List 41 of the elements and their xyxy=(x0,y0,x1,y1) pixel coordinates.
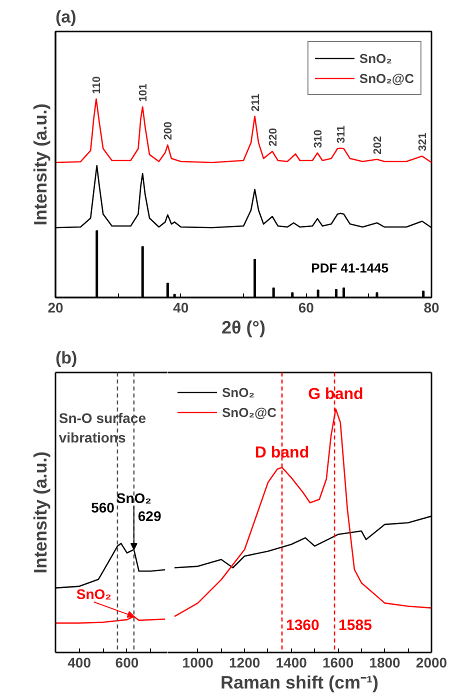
x-tick-label: 2000 xyxy=(416,654,448,670)
annotation: 220 xyxy=(267,128,280,146)
annotation: 200 xyxy=(162,122,175,140)
annotation: 311 xyxy=(336,125,348,144)
x-tick-label: 400 xyxy=(68,654,92,670)
x-tick-label: 1200 xyxy=(229,654,260,670)
x-tick-label: 60 xyxy=(298,300,314,316)
x-tick-label: 80 xyxy=(424,300,440,316)
x-tick-label: 1400 xyxy=(276,654,308,670)
x-tick-label: 600 xyxy=(115,654,139,670)
annotation: D band xyxy=(254,444,310,462)
legend-label: SnO₂@C xyxy=(359,70,414,86)
annotation: G band xyxy=(308,386,364,404)
x-tick-label: 1600 xyxy=(322,654,354,670)
annotation: 110 xyxy=(91,76,104,94)
y-axis-title: Intensity (a.u.) xyxy=(30,103,50,226)
legend-label: SnO₂@C xyxy=(222,404,277,420)
x-tick-label: 40 xyxy=(173,300,189,316)
chart-title: (b) xyxy=(56,348,78,368)
annotation: 101 xyxy=(138,84,150,102)
annotation: 202 xyxy=(372,136,384,154)
annotation: 321 xyxy=(417,132,430,152)
annotation: SnO₂ xyxy=(116,490,152,506)
ref-line-label: 1360 xyxy=(286,617,320,634)
y-axis-title: Intensity (a.u.) xyxy=(30,451,50,574)
x-axis-title: Raman shift (cm⁻¹) xyxy=(220,672,379,692)
x-tick-label: 1000 xyxy=(182,654,214,670)
ref-line-label: 1585 xyxy=(338,617,372,634)
x-tick-label: 20 xyxy=(48,300,64,316)
text: Sn-O surface vibrations xyxy=(58,410,146,446)
legend-label: SnO₂ xyxy=(359,50,392,66)
ref-line-label: 629 xyxy=(138,508,162,524)
x-tick-label: 1800 xyxy=(369,654,401,670)
legend-label: SnO₂ xyxy=(222,384,254,400)
chart-title: (a) xyxy=(56,8,76,26)
x-axis-title: 2θ (°) xyxy=(222,318,266,338)
ref-line-label: 560 xyxy=(91,500,115,516)
series-label: PDF 41-1445 xyxy=(311,260,389,276)
annotation: 310 xyxy=(312,130,324,148)
annotation: SnO₂ xyxy=(76,586,112,602)
annotation: 211 xyxy=(250,94,262,112)
